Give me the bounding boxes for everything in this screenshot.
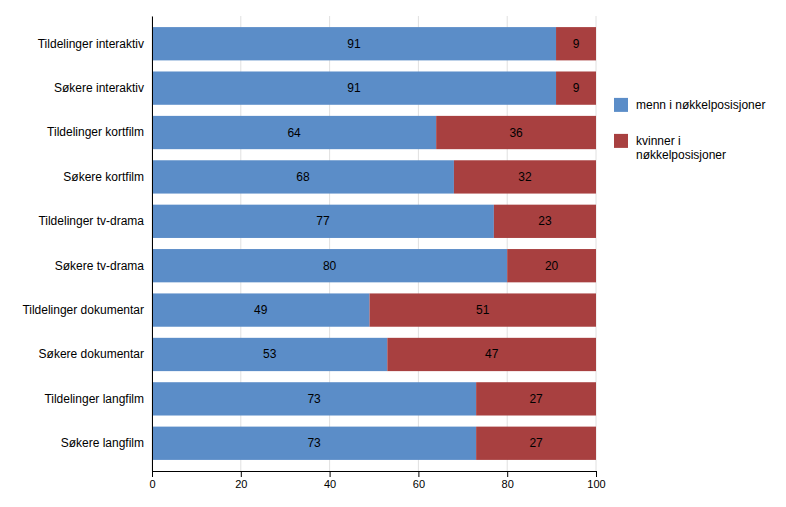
tick-label: Søkere tv-drama xyxy=(55,259,145,273)
legend-item: menn i nøkkelposisjoner xyxy=(614,98,765,112)
data-label: 73 xyxy=(307,392,321,406)
data-label: 20 xyxy=(545,259,559,273)
data-label: 47 xyxy=(485,347,499,361)
bar xyxy=(494,205,596,238)
data-label: 9 xyxy=(573,81,580,95)
tick-label: Søkere langfilm xyxy=(61,436,144,450)
tick: Søkere langfilm xyxy=(61,436,152,450)
tick-mark xyxy=(596,471,597,477)
data-labels: 73 73 53 49 80 77 68 64 91 91 27 27 47 51 20 23 32 36 9 9 xyxy=(254,37,580,451)
data-label: 27 xyxy=(529,392,543,406)
bar xyxy=(454,160,596,193)
bar xyxy=(152,338,387,371)
plot: 73 73 53 49 80 77 68 64 91 91 27 27 47 51 20 23 32 36 9 9 0 2… xyxy=(22,16,605,490)
data-label: 91 xyxy=(347,37,361,51)
legend-label: kvinner inøkkelposisjoner xyxy=(636,134,726,162)
tick: 100 xyxy=(587,471,605,490)
tick-label: Søkere kortfilm xyxy=(63,170,144,184)
data-label: 9 xyxy=(573,37,580,51)
data-label: 32 xyxy=(518,170,532,184)
data-label: 64 xyxy=(287,126,301,140)
bar xyxy=(476,427,596,460)
tick-label: 20 xyxy=(235,478,247,490)
bar xyxy=(152,427,476,460)
data-label: 36 xyxy=(509,126,523,140)
tick: Tildelinger dokumentar xyxy=(22,303,152,317)
tick: 80 xyxy=(502,471,514,490)
tick-label: Søkere dokumentar xyxy=(39,347,144,361)
bar xyxy=(152,71,556,104)
tick: 20 xyxy=(235,471,247,490)
axis-line xyxy=(152,17,153,472)
x-axis: 0 20 40 60 80 100 xyxy=(149,471,605,490)
bar xyxy=(387,338,596,371)
bar xyxy=(476,382,596,415)
grid-line xyxy=(152,16,153,471)
bars xyxy=(152,27,596,460)
bar xyxy=(152,160,454,193)
bar xyxy=(152,382,476,415)
tick-label: Søkere interaktiv xyxy=(54,81,144,95)
tick-label: 60 xyxy=(413,478,425,490)
tick-label: 40 xyxy=(324,478,336,490)
tick: Søkere kortfilm xyxy=(63,170,152,184)
tick: 60 xyxy=(413,471,425,490)
tick-mark xyxy=(152,471,153,477)
tick: Tildelinger kortfilm xyxy=(47,125,152,139)
data-label: 51 xyxy=(476,303,490,317)
data-label: 27 xyxy=(529,436,543,450)
tick: Søkere dokumentar xyxy=(39,347,152,361)
bar xyxy=(152,27,556,60)
tick: 40 xyxy=(324,471,336,490)
tick-mark xyxy=(507,471,508,477)
legend-label: menn i nøkkelposisjoner xyxy=(636,98,765,112)
chart: 73 73 53 49 80 77 68 64 91 91 27 27 47 51 20 23 32 36 9 9 0 2… xyxy=(0,0,786,507)
tick-label: 80 xyxy=(502,478,514,490)
bar xyxy=(436,116,596,149)
bar xyxy=(152,249,507,282)
tick-mark xyxy=(418,471,419,477)
tick-label: Tildelinger dokumentar xyxy=(22,303,144,317)
data-label: 68 xyxy=(296,170,310,184)
grid xyxy=(152,16,596,471)
tick-label: Tildelinger tv-drama xyxy=(38,214,144,228)
tick: Tildelinger langfilm xyxy=(44,392,152,406)
legend-swatch xyxy=(614,134,628,148)
tick-label: Tildelinger kortfilm xyxy=(47,125,144,139)
tick: Tildelinger interaktiv xyxy=(38,37,152,51)
tick-mark xyxy=(241,471,242,477)
bar xyxy=(152,205,494,238)
tick-mark xyxy=(330,471,331,477)
data-label: 80 xyxy=(323,259,337,273)
data-label: 23 xyxy=(538,214,552,228)
tick-label: Tildelinger interaktiv xyxy=(38,37,144,51)
legend: menn i nøkkelposisjoner kvinner inøkkelpo… xyxy=(614,98,765,163)
bar xyxy=(152,293,370,326)
bar xyxy=(507,249,596,282)
tick: Søkere interaktiv xyxy=(54,81,152,95)
tick: Tildelinger tv-drama xyxy=(38,214,152,228)
data-label: 77 xyxy=(316,214,330,228)
bar xyxy=(556,71,596,104)
tick-label: Tildelinger langfilm xyxy=(44,392,144,406)
y-axis: Søkere langfilm Tildelinger langfilm Søker… xyxy=(22,17,152,472)
data-label: 73 xyxy=(307,436,321,450)
bar xyxy=(370,293,596,326)
series xyxy=(370,27,596,460)
legend-swatch xyxy=(614,98,628,112)
data-label: 91 xyxy=(347,81,361,95)
tick: Søkere tv-drama xyxy=(55,259,152,273)
bar xyxy=(556,27,596,60)
legend-item: kvinner inøkkelposisjoner xyxy=(614,134,726,163)
tick: 0 xyxy=(149,471,155,490)
bar xyxy=(152,116,436,149)
data-label: 49 xyxy=(254,303,268,317)
tick-label: 0 xyxy=(149,478,155,490)
tick-label: 100 xyxy=(587,478,605,490)
axis-line xyxy=(153,472,597,478)
data-label: 53 xyxy=(263,347,277,361)
